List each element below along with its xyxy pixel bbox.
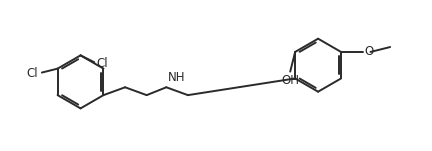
Text: Cl: Cl (96, 57, 108, 70)
Text: NH: NH (168, 71, 186, 84)
Text: OH: OH (281, 74, 299, 87)
Text: O: O (365, 45, 374, 58)
Text: Cl: Cl (26, 67, 38, 80)
